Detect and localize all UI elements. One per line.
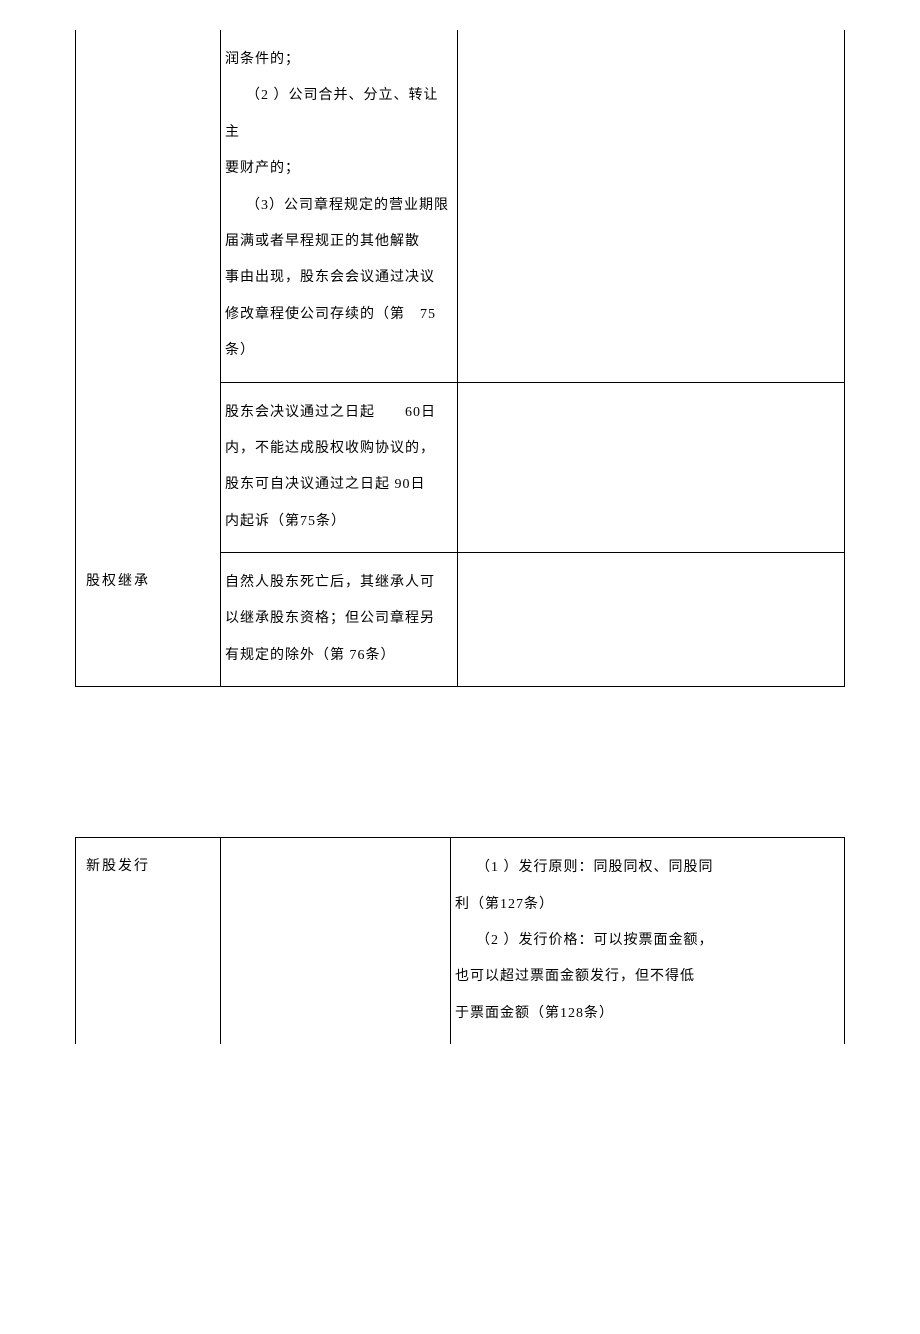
- table-row: 股东会决议通过之日起 60日 内，不能达成股权收购协议的， 股东可自决议通过之日…: [76, 382, 845, 553]
- text-line: 内，不能达成股权收购协议的，: [225, 431, 453, 467]
- text-line: （2 ）公司合并、分立、转让主: [225, 78, 453, 151]
- text-line: 自然人股东死亡后，其继承人可: [225, 565, 453, 601]
- cell-content: 股东会决议通过之日起 60日 内，不能达成股权收购协议的， 股东可自决议通过之日…: [221, 382, 458, 553]
- cell-label: 股权继承: [76, 553, 221, 687]
- cell-empty: [221, 838, 451, 1044]
- text-line: 也可以超过票面金额发行，但不得低: [455, 959, 840, 995]
- document-page: 润条件的； （2 ）公司合并、分立、转让主 要财产的； （3）公司章程规定的营业…: [0, 30, 920, 1044]
- text-line: 润条件的；: [225, 42, 453, 78]
- text-line: 股东可自决议通过之日起 90日: [225, 467, 453, 503]
- text-line: 内起诉（第75条）: [225, 504, 453, 540]
- table-row: 股权继承 自然人股东死亡后，其继承人可 以继承股东资格；但公司章程另 有规定的除…: [76, 553, 845, 687]
- text-line: 要财产的；: [225, 151, 453, 187]
- text-line: 届满或者早程规正的其他解散: [225, 224, 453, 260]
- text-line: 股东会决议通过之日起 60日: [225, 395, 453, 431]
- cell-label: [76, 30, 221, 382]
- cell-empty: [458, 30, 845, 382]
- cell-empty: [458, 553, 845, 687]
- row-label: 新股发行: [86, 859, 150, 874]
- cell-content: 自然人股东死亡后，其继承人可 以继承股东资格；但公司章程另 有规定的除外（第 7…: [221, 553, 458, 687]
- cell-label: [76, 382, 221, 553]
- row-label: 股权继承: [86, 574, 150, 589]
- table-row: 润条件的； （2 ）公司合并、分立、转让主 要财产的； （3）公司章程规定的营业…: [76, 30, 845, 382]
- text-line: 以继承股东资格；但公司章程另: [225, 601, 453, 637]
- text-line: 条）: [225, 333, 453, 369]
- text-line: （1 ）发行原则：同股同权、同股同: [455, 850, 840, 886]
- cell-content: （1 ）发行原则：同股同权、同股同 利（第127条） （2 ）发行价格：可以按票…: [451, 838, 845, 1044]
- text-line: 有规定的除外（第 76条）: [225, 638, 453, 674]
- text-line: 修改章程使公司存续的（第 75: [225, 297, 453, 333]
- text-line: 于票面金额（第128条）: [455, 996, 840, 1032]
- table-1: 润条件的； （2 ）公司合并、分立、转让主 要财产的； （3）公司章程规定的营业…: [75, 30, 845, 687]
- cell-content: 润条件的； （2 ）公司合并、分立、转让主 要财产的； （3）公司章程规定的营业…: [221, 30, 458, 382]
- table-row: 新股发行 （1 ）发行原则：同股同权、同股同 利（第127条） （2 ）发行价格…: [76, 838, 845, 1044]
- text-line: 利（第127条）: [455, 887, 840, 923]
- cell-label: 新股发行: [76, 838, 221, 1044]
- table-2: 新股发行 （1 ）发行原则：同股同权、同股同 利（第127条） （2 ）发行价格…: [75, 837, 845, 1044]
- text-line: （3）公司章程规定的营业期限: [225, 188, 453, 224]
- text-line: 事由出现，股东会会议通过决议: [225, 260, 453, 296]
- cell-empty: [458, 382, 845, 553]
- text-line: （2 ）发行价格：可以按票面金额，: [455, 923, 840, 959]
- page-gap: [75, 687, 845, 837]
